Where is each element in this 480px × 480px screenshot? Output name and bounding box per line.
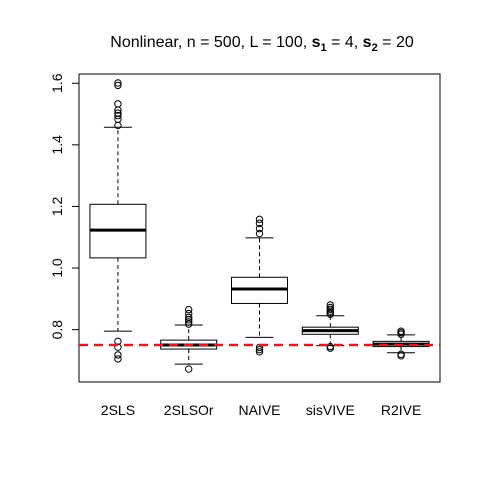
- x-tick-label: 2SLSOr: [164, 402, 214, 418]
- y-tick-label: 1.4: [49, 135, 65, 155]
- outlier-point: [255, 345, 264, 354]
- chart-title-s2: s: [363, 34, 372, 51]
- y-tick-label: 1.0: [49, 258, 65, 278]
- chart-title-s1: s: [312, 34, 321, 51]
- outlier-point: [114, 100, 122, 108]
- chart-title-s1-sub: 1: [321, 42, 327, 54]
- outlier-point: [185, 365, 193, 373]
- plot-area: 0.8 1.0 1.2 1.4 1.6 2SLS 2SLSOr NAIVE sisVIVE R2I…: [49, 73, 441, 418]
- outlier-point: [255, 348, 264, 356]
- outlier-point: [255, 224, 264, 233]
- outlier-point: [114, 111, 122, 120]
- outlier-point: [185, 313, 193, 322]
- outlier-point: [255, 229, 264, 238]
- outlier-point: [326, 301, 334, 309]
- outlier-point: [114, 79, 122, 87]
- y-tick-label: 1.2: [49, 196, 65, 216]
- outlier-point: [114, 355, 122, 363]
- outlier-point: [255, 219, 264, 228]
- x-tick-label: R2IVE: [381, 402, 421, 418]
- chart-title-s2-sub: 2: [372, 42, 378, 54]
- outlier-point: [114, 81, 122, 90]
- outlier-point: [326, 303, 334, 312]
- outlier-point: [326, 342, 334, 351]
- outlier-point: [397, 327, 405, 335]
- chart-title-prefix: Nonlinear, n = 500, L = 100,: [110, 34, 311, 51]
- x-tick-label: NAIVE: [238, 402, 280, 418]
- outlier-point: [114, 109, 122, 117]
- y-tick-label: 0.8: [49, 320, 65, 340]
- chart-title: Nonlinear, n = 500, L = 100, s1 = 4, s2 …: [110, 34, 414, 54]
- outlier-point: [185, 318, 193, 326]
- outlier-point: [397, 350, 405, 358]
- outlier-point: [185, 309, 193, 318]
- outlier-point: [255, 215, 264, 224]
- outlier-point: [185, 305, 193, 314]
- outlier-point: [114, 351, 122, 359]
- chart-title-s2-eq: = 20: [378, 34, 414, 51]
- chart-title-s1-eq: = 4,: [327, 34, 363, 51]
- y-tick-label: 1.6: [49, 73, 65, 93]
- x-tick-label: 2SLS: [101, 402, 135, 418]
- x-tick-label: sisVIVE: [306, 402, 355, 418]
- plot-frame: [78, 73, 441, 383]
